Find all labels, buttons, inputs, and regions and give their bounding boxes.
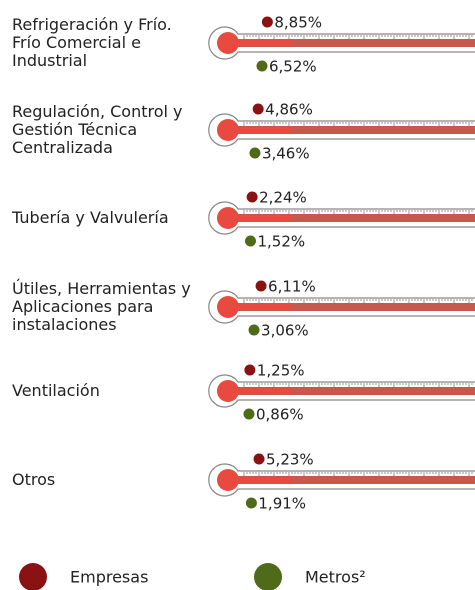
category-label: Otros — [12, 470, 56, 489]
legend-label: Empresas — [70, 568, 148, 587]
legend-swatch — [19, 563, 47, 590]
category-label: Tubería y Valvulería — [12, 208, 169, 227]
marker — [243, 408, 255, 420]
value-label: 2,24% — [259, 189, 307, 207]
value-label: 6,11% — [268, 278, 316, 296]
value-label: 4,86% — [265, 101, 313, 119]
marker — [248, 324, 260, 336]
value-label: 5,23% — [266, 451, 314, 469]
legend-label: Metros² — [305, 568, 366, 587]
thermometer-tube-fill — [232, 388, 292, 394]
thermometer-bulb — [217, 469, 239, 491]
thermometer-bulb — [217, 296, 239, 318]
value-label: 3,06% — [261, 322, 309, 340]
thermometer-bulb — [217, 207, 239, 229]
marker — [256, 60, 268, 72]
value-label: 1,52% — [257, 233, 305, 251]
category-label: Ventilación — [12, 381, 100, 400]
marker — [244, 235, 256, 247]
legend-swatch — [254, 563, 282, 590]
thermometer-tube-fill — [232, 40, 292, 46]
thermometer-tube-fill — [232, 215, 292, 221]
category-label: Regulación, Control y Gestión Técnica Ce… — [12, 102, 183, 157]
marker — [249, 147, 261, 159]
value-label: 8,85% — [274, 14, 322, 32]
value-label: 1,25% — [257, 362, 305, 380]
marker — [246, 191, 258, 203]
thermometer-bulb — [217, 32, 239, 54]
marker — [252, 103, 264, 115]
value-label: 6,52% — [269, 58, 317, 76]
marker — [253, 453, 265, 465]
thermometer-tube — [232, 387, 475, 395]
category-label: Refrigeración y Frío. Frío Comercial e I… — [12, 15, 172, 70]
thermometer-tube — [232, 303, 475, 311]
thermometer-tube-fill — [232, 304, 292, 310]
category-label: Útiles, Herramientas y Aplicaciones para… — [12, 279, 191, 334]
marker — [245, 497, 257, 509]
value-label: 0,86% — [256, 406, 304, 424]
thermometer-tube-fill — [232, 127, 292, 133]
marker — [255, 280, 267, 292]
thermometer-tube — [232, 214, 475, 222]
marker — [244, 364, 256, 376]
marker — [261, 16, 273, 28]
thermometer-tube-fill — [232, 477, 292, 483]
thermometer-bulb — [217, 380, 239, 402]
thermometer-tube — [232, 476, 475, 484]
thermometer-tube — [232, 39, 475, 47]
value-label: 1,91% — [258, 495, 306, 513]
thermometer-tube — [232, 126, 475, 134]
thermometer-bulb — [217, 119, 239, 141]
value-label: 3,46% — [262, 145, 310, 163]
